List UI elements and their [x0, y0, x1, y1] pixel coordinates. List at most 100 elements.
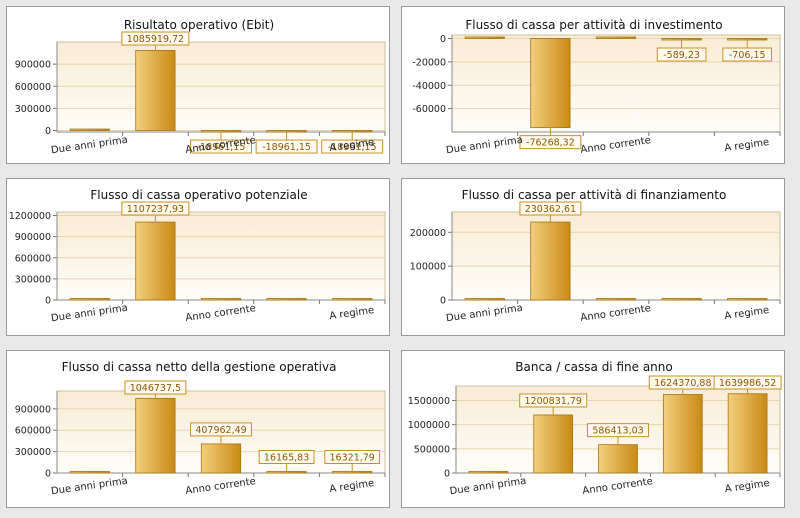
x-category-label: Anno corrente [185, 303, 257, 324]
chart-panel-ebit: 0 300000 600000 900000 1085919,72 -18961,15 -1… [6, 6, 390, 164]
bar [200, 443, 242, 474]
data-label-box [121, 31, 190, 46]
data-label-box [656, 47, 707, 62]
x-category-label: Due anni prima [449, 476, 527, 498]
y-tick-label: 500000 [414, 444, 450, 455]
bar [598, 444, 638, 474]
data-label-box [124, 380, 187, 395]
data-label-box [713, 375, 782, 390]
data-label: 1046737,5 [130, 383, 181, 394]
bar [727, 298, 768, 301]
bar [530, 221, 571, 301]
bar [135, 50, 176, 131]
bar [135, 397, 176, 474]
x-category-label: A regime [329, 305, 375, 322]
y-tick-label: 0 [440, 296, 446, 307]
bar [332, 130, 373, 133]
chart-panel-netto-gestione: 0 300000 600000 900000 1046737,5 407962,49 161… [6, 350, 390, 508]
x-category-label: Anno corrente [580, 303, 652, 324]
bar [200, 130, 242, 133]
data-label-box [722, 47, 773, 62]
bar [661, 298, 702, 301]
chart-investimento: 0 -20000 -40000 -60000 -76268,32 -589,23 -706,… [412, 18, 781, 157]
x-category-label: A regime [724, 137, 770, 154]
y-tick-label: -20000 [412, 57, 446, 68]
bar [464, 298, 505, 301]
data-label: 16321,79 [330, 453, 375, 464]
x-category-label: A regime [329, 478, 375, 495]
x-category-label: A regime [724, 305, 770, 322]
data-label: 586413,03 [592, 426, 643, 437]
x-category-label: Due anni prima [50, 303, 128, 325]
chart-title: Flusso di cassa netto della gestione ope… [62, 360, 337, 374]
chart-panel-investimento: 0 -20000 -40000 -60000 -76268,32 -589,23 -706,… [401, 6, 785, 164]
bar [266, 471, 307, 474]
chart-netto-gestione: 0 300000 600000 900000 1046737,5 407962,49 161… [15, 360, 386, 498]
y-tick-label: 300000 [15, 447, 51, 458]
y-tick-label: 0 [440, 34, 446, 45]
bar [468, 471, 509, 474]
data-label: 1624370,88 [654, 378, 711, 389]
y-tick-label: 600000 [15, 253, 51, 264]
y-tick-label: 0 [45, 126, 51, 137]
chart-panel-banca-cassa: 0 500000 1000000 1500000 1200831,79 586413,03… [401, 350, 785, 508]
chart-title: Banca / cassa di fine anno [515, 360, 672, 374]
data-label: 16165,83 [264, 453, 309, 464]
y-tick-label: 300000 [15, 104, 51, 115]
data-label-box [321, 139, 384, 154]
x-category-label: Due anni prima [445, 135, 523, 157]
data-label-box [519, 201, 582, 216]
x-category-label: Anno corrente [580, 135, 652, 156]
x-category-label: A regime [724, 478, 770, 495]
data-label: 1200831,79 [524, 396, 581, 407]
plot-area [56, 211, 386, 301]
y-tick-label: 900000 [15, 404, 51, 415]
data-label-box [190, 422, 252, 437]
x-category-label: Due anni prima [50, 476, 128, 498]
bar [661, 38, 702, 41]
chart-finanziamento: 0 100000 200000 230362,61 Due anni prima Anno… [410, 188, 781, 325]
x-category-label: Anno corrente [582, 476, 654, 497]
y-tick-label: 600000 [15, 426, 51, 437]
y-tick-label: 900000 [15, 232, 51, 243]
data-label-box [190, 139, 252, 154]
x-category-label: Due anni prima [445, 303, 523, 325]
data-label: 1107237,93 [127, 204, 184, 215]
bar [332, 471, 373, 474]
y-tick-label: 0 [45, 469, 51, 480]
bar [727, 38, 768, 41]
data-label: 1085919,72 [127, 34, 184, 45]
chart-ebit: 0 300000 600000 900000 1085919,72 -18961,15 -1… [15, 18, 386, 157]
chart-panel-operativo-potenziale: 0 300000 600000 900000 1200000 1107237,93 Due … [6, 178, 390, 336]
y-tick-label: 0 [444, 469, 450, 480]
data-label-box [324, 450, 381, 464]
data-label: 1639986,52 [719, 378, 776, 389]
data-label: -18961,15 [328, 142, 377, 153]
y-tick-label: 1500000 [408, 396, 450, 407]
bar [464, 36, 505, 39]
chart-panel-finanziamento: 0 100000 200000 230362,61 Due anni prima Anno… [401, 178, 785, 336]
bar [662, 394, 703, 474]
y-tick-label: 900000 [15, 60, 51, 71]
bar [69, 128, 110, 131]
x-category-label: Anno corrente [185, 476, 257, 497]
bar [332, 298, 373, 301]
bar [200, 298, 242, 301]
data-label-box [121, 201, 190, 216]
y-tick-label: 300000 [15, 274, 51, 285]
chart-title: Risultato operativo (Ebit) [124, 18, 274, 32]
bar [595, 298, 637, 301]
bar [266, 130, 307, 133]
bar [727, 393, 768, 474]
y-tick-label: 1200000 [9, 211, 51, 222]
bar [533, 414, 574, 474]
data-label: -76268,32 [526, 138, 575, 149]
data-label-box [587, 423, 649, 438]
x-category-label: Due anni prima [50, 135, 128, 157]
bar [530, 38, 571, 129]
y-tick-label: -60000 [412, 104, 446, 115]
plot-area [451, 211, 781, 301]
y-tick-label: 1000000 [408, 420, 450, 431]
chart-operativo-potenziale: 0 300000 600000 900000 1200000 1107237,93 Due … [9, 188, 386, 325]
data-label-box [519, 135, 582, 150]
